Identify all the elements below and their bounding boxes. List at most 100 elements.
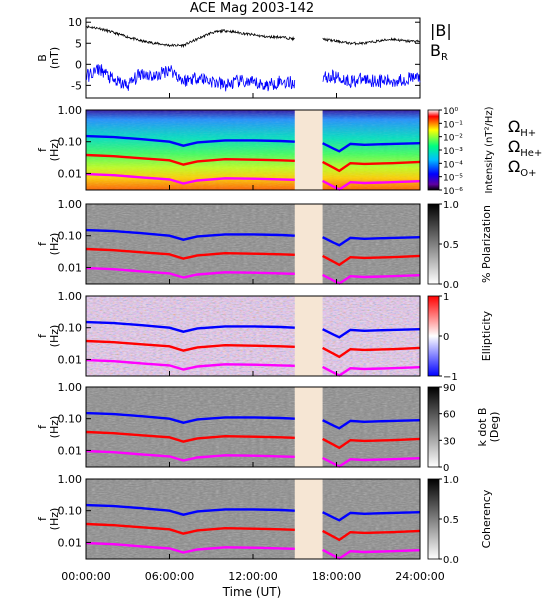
panel-3-ytick-label-0: 1.00 (58, 290, 83, 303)
panel-1-cb-label: Intensity (nT²/Hz) (484, 106, 495, 193)
panel-3-cb-label: Ellipticity (480, 310, 493, 361)
panel-5-ylabel-2: (Hz) (48, 508, 61, 531)
panel-b-ylabel-1: B (36, 54, 49, 62)
panel-b-field: -5 0 5 10 B (nT) |B| BR (36, 16, 452, 99)
legend-btot: |B| (430, 21, 452, 40)
figure-title: ACE Mag 2003-142 (190, 1, 314, 16)
spectrogram-panel-2: 1.00 0.10 0.01 f (Hz) 1.0 0.5 0.0 % Polarization (36, 198, 493, 291)
panel-2-line-o_plus-0 (85, 266, 295, 279)
legend-gyro-1: ΩHe+ (508, 137, 542, 159)
panel-1-cb-tick-label-0: 10⁰ (443, 107, 458, 117)
panel-1-cb-tick-label-3: 10⁻³ (443, 147, 463, 157)
series-btot-seg-1 (322, 37, 421, 46)
panel-5-line-he_plus-1 (322, 529, 421, 542)
panel-4-line-o_plus-1 (322, 456, 421, 468)
panel-3-cb-tick-label-1: 0 (443, 332, 449, 343)
panel-2-colorbar (427, 203, 440, 285)
panel-2-ytick-label-2: 0.01 (58, 261, 83, 274)
panel-2-line-he_plus-0 (85, 247, 295, 260)
panel-1-line-o_plus-0 (85, 172, 295, 185)
panel-4-line-o_plus-0 (85, 449, 295, 462)
panel-b-frame (85, 17, 421, 99)
xtick-label-1: 06:00:00 (145, 570, 194, 583)
panel-4-cb-label-2: (Deg) (488, 412, 501, 443)
panel-1-cb-tick-label-5: 10⁻⁵ (443, 174, 463, 184)
panel-2-line-h_plus-1 (322, 236, 421, 247)
panel-1-line-o_plus-1 (322, 179, 421, 191)
spectrogram-panels: 1.000.100.01f (Hz)10⁰10⁻¹10⁻²10⁻³10⁻⁴10⁻⁵… (36, 104, 542, 566)
panel-b-ylabel-2: (nT) (48, 47, 61, 69)
panel-1-line-he_plus-0 (85, 153, 295, 166)
panel-5-ytick-label-1: 0.10 (58, 505, 83, 518)
panel-4-ytick-label-1: 0.10 (58, 413, 83, 426)
panel-3-line-h_plus-1 (322, 328, 421, 339)
panel-5-line-h_plus-0 (85, 503, 295, 516)
xtick-label-2: 12:00:00 (228, 570, 277, 583)
panel-4-ytick-label-2: 0.01 (58, 444, 83, 457)
panel-5-cb-label: Coherency (480, 489, 493, 548)
series-btot-seg-0 (85, 24, 295, 49)
spectrogram-panel-4: 1.00 0.10 0.01 f (Hz) 90 60 30 0 k dot B (Deg) (36, 381, 501, 474)
panel-4-line-he_plus-0 (85, 430, 295, 443)
panel-1-line-h_plus-1 (322, 142, 421, 153)
panel-1-cb-tick-label-2: 10⁻² (443, 134, 463, 144)
spectrogram-panel-3: 1.00 0.10 0.01 f (Hz) 1 0 −1 Ellipticity (36, 290, 493, 383)
panel-b-series (85, 24, 421, 92)
panel-2-line-o_plus-1 (322, 273, 421, 285)
panel-3-line-he_plus-1 (322, 346, 421, 359)
panel-5-colorbar (427, 478, 440, 560)
panel-5-ylabel-1: f (36, 516, 49, 521)
panel-4-data-gap (294, 387, 323, 467)
panel-4-line-h_plus-0 (85, 411, 295, 424)
panel-4-colorbar (427, 386, 440, 468)
panel-3-cb-tick-label-2: −1 (443, 372, 458, 383)
panel-3-line-o_plus-0 (85, 358, 295, 371)
panel-1-ylabel-1: f (36, 147, 49, 152)
series-br-seg-1 (322, 69, 421, 89)
panel-4-line-h_plus-1 (322, 419, 421, 430)
panel-2-line-he_plus-1 (322, 254, 421, 267)
legend-br: BR (430, 41, 448, 63)
panel-1-line-he_plus-1 (322, 160, 421, 173)
panel-3-ytick-label-1: 0.10 (58, 322, 83, 335)
panel-2-cb-tick-label-0: 1.0 (443, 200, 459, 211)
panel-3-colorbar (427, 295, 440, 377)
panel-5-ytick-label-0: 1.00 (58, 473, 83, 486)
series-br-seg-0 (85, 64, 296, 92)
panel-2-cb-label: % Polarization (480, 205, 493, 283)
xtick-label-0: 00:00:00 (61, 570, 110, 583)
panel-3-cb-tick-label-0: 1 (443, 292, 449, 303)
panel-b-y-ticks: -5 0 5 10 (68, 16, 420, 92)
panel-5-cb-tick-label-2: 0.0 (443, 555, 459, 566)
panel-3-ylabel-1: f (36, 333, 49, 338)
x-axis-label: Time (UT) (222, 585, 282, 599)
panel-3-ytick-label-2: 0.01 (58, 353, 83, 366)
panel-4-cb-tick-label-3: 0 (443, 463, 449, 474)
panel-3-line-o_plus-1 (322, 365, 421, 377)
panel-3-ylabel-2: (Hz) (48, 325, 61, 348)
panel-b-ytick-label-2: 5 (75, 37, 82, 50)
panel-1-ytick-label-0: 1.00 (58, 104, 83, 117)
panel-5-cb-tick-label-0: 1.0 (443, 475, 459, 486)
panel-1-colorbar (427, 109, 440, 191)
panel-5-ytick-label-2: 0.01 (58, 536, 83, 549)
panel-4-line-he_plus-1 (322, 437, 421, 450)
panel-5-line-o_plus-1 (322, 548, 421, 560)
panel-4-ylabel-2: (Hz) (48, 416, 61, 439)
panel-1-cb-tick-label-6: 10⁻⁶ (443, 187, 463, 197)
panel-4-cb-tick-label-1: 60 (443, 410, 456, 421)
legend-gyro-0: ΩH+ (508, 117, 536, 139)
panel-5-cb-tick-label-1: 0.5 (443, 515, 459, 526)
panel-1-cb-tick-label-4: 10⁻⁴ (443, 160, 463, 170)
panel-2-data-gap (294, 204, 323, 284)
panel-1-ylabel-2: (Hz) (48, 139, 61, 162)
panel-b-ytick-label-1: 0 (75, 58, 82, 71)
panel-5-line-he_plus-0 (85, 522, 295, 535)
panel-3-line-h_plus-0 (85, 320, 295, 333)
panel-5-data-gap (294, 479, 323, 559)
panel-b-ytick-label-3: 10 (68, 16, 82, 29)
panel-2-cb-tick-label-2: 0.0 (443, 280, 459, 291)
panel-1-data-gap (294, 110, 323, 190)
panel-2-line-h_plus-0 (85, 228, 295, 241)
